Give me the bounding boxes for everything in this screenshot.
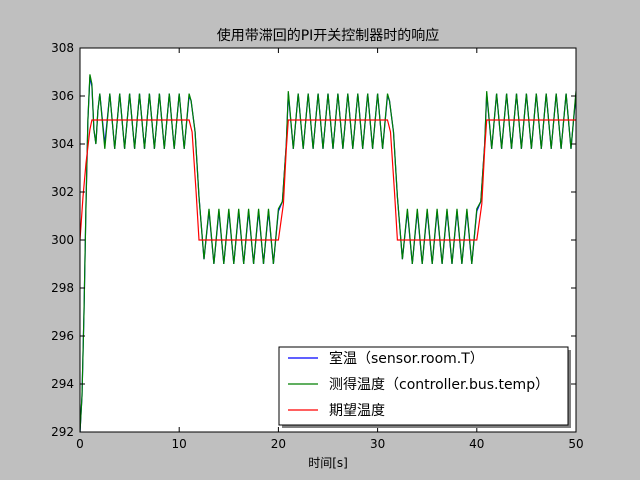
x-tick-label: 30 bbox=[370, 437, 385, 451]
y-tick-label: 302 bbox=[51, 185, 74, 199]
y-tick-label: 296 bbox=[51, 329, 74, 343]
y-tick-label: 294 bbox=[51, 377, 74, 391]
series-line-2 bbox=[80, 119, 576, 241]
x-tick-label: 0 bbox=[76, 437, 84, 451]
legend-box bbox=[278, 346, 569, 426]
series-group bbox=[80, 74, 576, 432]
legend: 室温（sensor.room.T） 测得温度（controller.bus.te… bbox=[278, 346, 571, 428]
tick-group: 0 10 20 30 40 50 292 294 296 298 300 302 304 306 308 bbox=[51, 41, 584, 451]
legend-label-measured-temp: 测得温度（controller.bus.temp） bbox=[329, 376, 549, 393]
x-axis-label: 时间[s] bbox=[308, 456, 348, 470]
legend-label-desired-temp: 期望温度 bbox=[329, 403, 385, 419]
axes-frame bbox=[79, 47, 577, 433]
x-tick-label: 50 bbox=[568, 437, 583, 451]
x-tick-label: 20 bbox=[271, 437, 286, 451]
x-tick-label: 10 bbox=[172, 437, 187, 451]
x-tick-label: 40 bbox=[469, 437, 484, 451]
y-tick-label: 300 bbox=[51, 233, 74, 247]
series-line-1 bbox=[80, 74, 576, 432]
legend-label-room-temp: 室温（sensor.room.T） bbox=[329, 350, 484, 367]
y-tick-label: 306 bbox=[51, 89, 74, 103]
chart-title: 使用带滞回的PI开关控制器时的响应 bbox=[217, 27, 440, 44]
y-tick-label: 292 bbox=[51, 425, 74, 439]
y-tick-label: 304 bbox=[51, 137, 74, 151]
y-tick-label: 308 bbox=[51, 41, 74, 55]
y-tick-label: 298 bbox=[51, 281, 74, 295]
